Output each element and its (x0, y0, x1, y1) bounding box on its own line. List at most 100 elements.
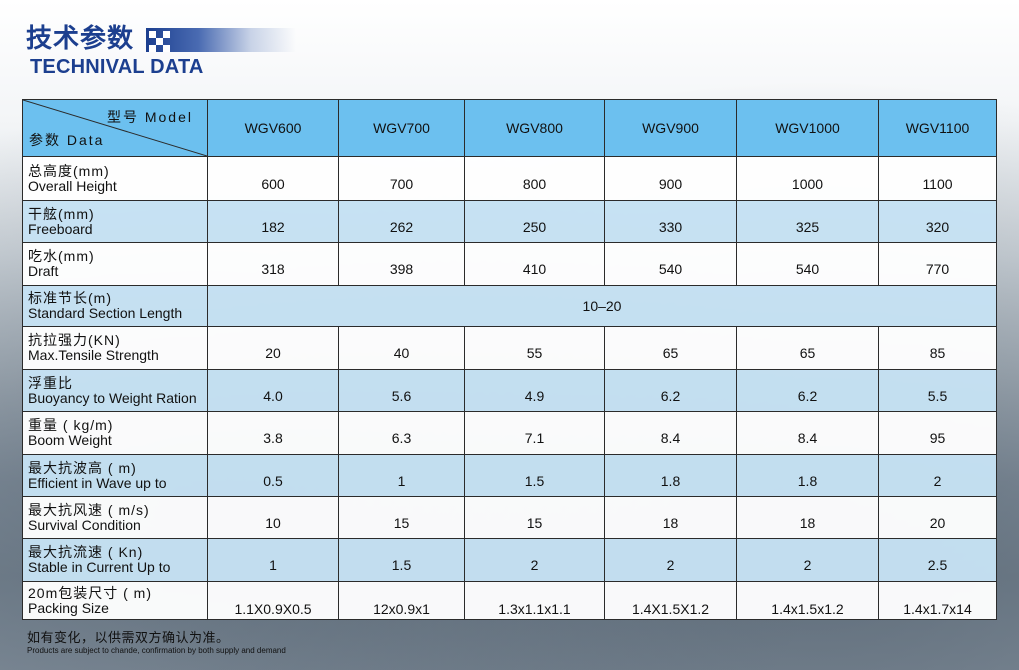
table-cell: 2 (878, 454, 997, 497)
row-label-cn: 干舷(mm) (28, 205, 95, 222)
table-cell: 1.3x1.1x1.1 (464, 581, 605, 620)
table-cell: 325 (736, 200, 879, 243)
row-label: 最大抗流速 ( Kn) Stable in Current Up to (22, 538, 208, 582)
row-label-en: Standard Section Length (28, 305, 183, 321)
row-label-en: Packing Size (28, 599, 109, 616)
page-header: 技术参数 TECHNIVAL DATA (26, 20, 296, 80)
table-cell: 85 (878, 326, 997, 370)
row-label: 20m包装尺寸 ( m) Packing Size (22, 581, 208, 620)
table-cell: 15 (464, 496, 605, 539)
table-cell: 540 (604, 242, 737, 286)
row-label-cn: 抗拉强力(KN) (28, 332, 121, 348)
model-header: WGV1100 (878, 99, 997, 157)
table-cell: 318 (207, 242, 339, 286)
table-cell: 1100 (878, 156, 997, 201)
row-label-cn: 20m包装尺寸 ( m) (28, 584, 152, 601)
diagonal-line (23, 100, 207, 156)
checker-square (156, 38, 163, 45)
table-row: 最大抗波高 ( m) Efficient in Wave up to 0.5 1… (22, 454, 997, 497)
row-label-en: Freeboard (28, 220, 93, 237)
technical-data-table: 型号 Model 参数 Data WGV600 WGV700 WGV800 WG… (22, 99, 997, 620)
table-cell: 2 (604, 538, 737, 582)
footnote-en: Products are subject to chande, confirma… (27, 646, 286, 655)
checker-square (149, 31, 156, 38)
table-cell: 1.4X1.5X1.2 (604, 581, 737, 620)
table-row: 干舷(mm) Freeboard 182 262 250 330 325 320 (22, 200, 997, 243)
row-label: 干舷(mm) Freeboard (22, 200, 208, 243)
table-row: 抗拉强力(KN) Max.Tensile Strength 20 40 55 6… (22, 326, 997, 370)
table-cell: 65 (604, 326, 737, 370)
table-cell: 2.5 (878, 538, 997, 582)
row-label-cn: 最大抗波高 ( m) (28, 459, 137, 476)
table-cell: 182 (207, 200, 339, 243)
title-gradient-bar (146, 28, 296, 52)
row-label-cn: 最大抗流速 ( Kn) (28, 544, 144, 560)
row-label-cn: 浮重比 (28, 374, 73, 391)
row-label-en: Stable in Current Up to (28, 559, 171, 575)
table-cell: 3.8 (207, 411, 339, 455)
table-cell: 6.2 (604, 369, 737, 412)
corner-header-cell: 型号 Model 参数 Data (22, 99, 208, 157)
row-label: 浮重比 Buoyancy to Weight Ration (22, 369, 208, 412)
table-cell: 398 (338, 242, 465, 286)
table-cell: 12x0.9x1 (338, 581, 465, 620)
table-cell: 40 (338, 326, 465, 370)
table-row: 总高度(mm) Overall Height 600 700 800 900 1… (22, 156, 997, 201)
table-cell: 700 (338, 156, 465, 201)
table-cell: 5.5 (878, 369, 997, 412)
table-cell: 95 (878, 411, 997, 455)
table-cell: 20 (207, 326, 339, 370)
table-cell: 18 (604, 496, 737, 539)
row-label-en: Boom Weight (28, 432, 112, 448)
table-cell: 1000 (736, 156, 879, 201)
table-cell: 8.4 (736, 411, 879, 455)
title-decoration (146, 28, 296, 52)
table-cell: 65 (736, 326, 879, 370)
table-cell: 800 (464, 156, 605, 201)
table-cell: 6.2 (736, 369, 879, 412)
checker-square (163, 31, 170, 38)
row-label-cn: 最大抗风速 ( m/s) (28, 501, 150, 518)
model-header: WGV600 (207, 99, 339, 157)
table-cell: 1.5 (338, 538, 465, 582)
page-title-en: TECHNIVAL DATA (30, 56, 204, 78)
row-label-en: Max.Tensile Strength (28, 347, 159, 363)
page-title-cn: 技术参数 (26, 23, 135, 53)
row-label-cn: 总高度(mm) (28, 162, 110, 179)
table-cell: 55 (464, 326, 605, 370)
table-cell: 320 (878, 200, 997, 243)
table-row: 标准节长(m) Standard Section Length 10–20 (22, 285, 997, 327)
table-cell: 1.1X0.9X0.5 (207, 581, 339, 620)
model-header: WGV700 (338, 99, 465, 157)
table-cell: 4.0 (207, 369, 339, 412)
table-cell: 2 (464, 538, 605, 582)
table-row: 20m包装尺寸 ( m) Packing Size 1.1X0.9X0.5 12… (22, 581, 997, 620)
row-label: 抗拉强力(KN) Max.Tensile Strength (22, 326, 208, 370)
table-cell: 6.3 (338, 411, 465, 455)
table-cell: 7.1 (464, 411, 605, 455)
table-cell: 1.4x1.7x14 (878, 581, 997, 620)
table-cell: 250 (464, 200, 605, 243)
table-cell: 1.5 (464, 454, 605, 497)
row-label: 总高度(mm) Overall Height (22, 156, 208, 201)
table-row: 最大抗风速 ( m/s) Survival Condition 10 15 15… (22, 496, 997, 539)
table-cell: 5.6 (338, 369, 465, 412)
row-label: 最大抗波高 ( m) Efficient in Wave up to (22, 454, 208, 497)
merged-table-cell: 10–20 (207, 285, 997, 327)
table-cell: 1.8 (736, 454, 879, 497)
table-cell: 330 (604, 200, 737, 243)
corner-data-label: 参数 Data (29, 132, 105, 148)
model-header: WGV900 (604, 99, 737, 157)
footnote-cn: 如有变化，以供需双方确认为准。 (27, 630, 230, 645)
corner-model-label: 型号 Model (106, 109, 193, 125)
model-header: WGV800 (464, 99, 605, 157)
table-header-row: 型号 Model 参数 Data WGV600 WGV700 WGV800 WG… (22, 99, 997, 157)
table-cell: 410 (464, 242, 605, 286)
row-label: 标准节长(m) Standard Section Length (22, 285, 208, 327)
table-cell: 1.4x1.5x1.2 (736, 581, 879, 620)
row-label-en: Draft (28, 263, 59, 279)
checker-square (163, 45, 170, 52)
table-cell: 1.8 (604, 454, 737, 497)
table-cell: 1 (207, 538, 339, 582)
table-cell: 540 (736, 242, 879, 286)
